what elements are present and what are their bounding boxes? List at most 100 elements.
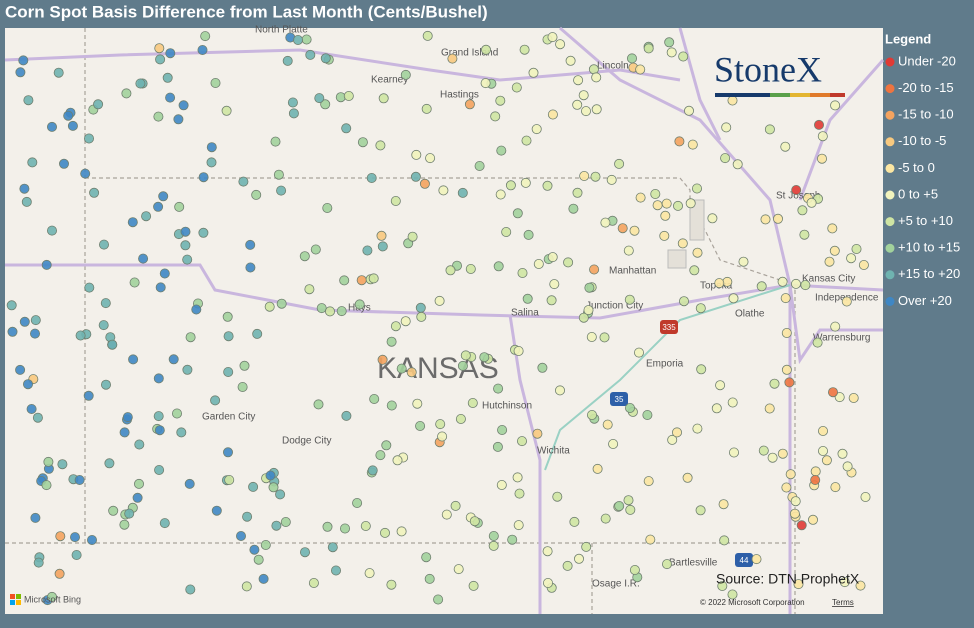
station-marker <box>599 332 610 343</box>
station-marker <box>830 321 841 332</box>
legend-swatch <box>885 110 895 120</box>
station-marker <box>727 95 738 106</box>
station-marker <box>288 108 299 119</box>
station-marker <box>667 434 678 445</box>
station-marker <box>727 589 738 600</box>
place-label: Kearney <box>371 75 408 86</box>
station-marker <box>159 518 170 529</box>
station-marker <box>19 183 30 194</box>
station-marker <box>617 223 628 234</box>
station-marker <box>324 306 335 317</box>
station-marker <box>664 37 675 48</box>
station-marker <box>122 412 133 423</box>
station-marker <box>180 240 191 251</box>
station-marker <box>532 428 543 439</box>
station-marker <box>729 447 740 458</box>
station-marker <box>386 400 397 411</box>
station-marker <box>606 174 617 185</box>
station-marker <box>728 293 739 304</box>
station-marker <box>623 495 634 506</box>
station-marker <box>552 491 563 502</box>
station-marker <box>174 201 185 212</box>
place-label: Grand Island <box>441 48 498 59</box>
station-marker <box>480 44 491 55</box>
station-marker <box>661 198 672 209</box>
station-marker <box>549 279 560 290</box>
station-marker <box>182 364 193 375</box>
legend-label: 0 to +5 <box>898 186 938 201</box>
station-marker <box>645 534 656 545</box>
legend-swatch <box>885 270 895 280</box>
station-marker <box>242 511 253 522</box>
station-marker <box>677 238 688 249</box>
station-marker <box>224 474 235 485</box>
station-marker <box>433 594 444 605</box>
legend-title: Legend <box>885 31 931 46</box>
station-marker <box>22 379 33 390</box>
station-marker <box>119 427 130 438</box>
station-marker <box>624 294 635 305</box>
station-marker <box>159 268 170 279</box>
station-marker <box>299 547 310 558</box>
station-marker <box>572 187 583 198</box>
legend-label: -15 to -10 <box>898 107 954 122</box>
station-marker <box>519 44 530 55</box>
station-marker <box>591 104 602 115</box>
station-marker <box>6 300 17 311</box>
station-marker <box>154 425 165 436</box>
station-marker <box>764 124 775 135</box>
place-label: Kansas City <box>802 274 855 285</box>
station-marker <box>153 111 164 122</box>
station-marker <box>185 332 196 343</box>
station-marker <box>602 419 613 430</box>
station-marker <box>565 55 576 66</box>
station-marker <box>421 103 432 114</box>
station-marker <box>282 55 293 66</box>
station-marker <box>392 455 403 466</box>
station-marker <box>814 119 825 130</box>
station-marker <box>547 252 558 263</box>
station-marker <box>435 419 446 430</box>
title: Corn Spot Basis Difference from Last Mon… <box>5 2 488 21</box>
station-marker <box>781 327 792 338</box>
station-marker <box>727 397 738 408</box>
place-label: Lincoln <box>597 61 629 72</box>
station-marker <box>356 275 367 286</box>
station-marker <box>184 478 195 489</box>
station-marker <box>239 360 250 371</box>
station-marker <box>591 72 602 83</box>
station-marker <box>627 53 638 64</box>
station-marker <box>276 185 287 196</box>
state-borders <box>5 28 800 614</box>
terms-link[interactable]: Terms <box>832 598 854 607</box>
place-label: Wichita <box>537 446 570 457</box>
station-marker <box>368 273 379 284</box>
station-marker <box>369 393 380 404</box>
station-marker <box>412 398 423 409</box>
place-label: Garden City <box>202 412 255 423</box>
station-marker <box>400 69 411 80</box>
station-marker <box>316 303 327 314</box>
station-marker <box>781 482 792 493</box>
station-marker <box>422 30 433 41</box>
legend-label: -10 to -5 <box>898 133 946 148</box>
station-marker <box>322 521 333 532</box>
station-marker <box>614 500 625 511</box>
station-marker <box>707 213 718 224</box>
place-label: Manhattan <box>609 266 656 277</box>
area <box>667 199 705 269</box>
station-marker <box>672 427 683 438</box>
station-marker <box>7 326 18 337</box>
station-marker <box>635 64 646 75</box>
station-marker <box>764 403 775 414</box>
station-marker <box>30 512 41 523</box>
station-marker <box>310 244 321 255</box>
station-marker <box>521 135 532 146</box>
station-marker <box>165 92 176 103</box>
station-marker <box>206 142 217 153</box>
station-marker <box>55 531 66 542</box>
station-marker <box>101 379 112 390</box>
station-marker <box>830 100 841 111</box>
station-marker <box>375 450 386 461</box>
station-marker <box>495 189 506 200</box>
